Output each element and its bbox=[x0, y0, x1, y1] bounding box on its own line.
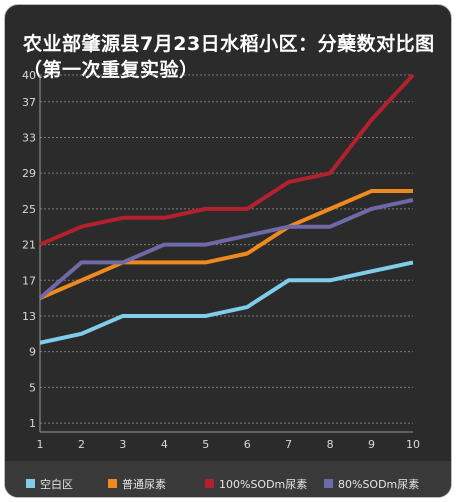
legend-label: 80%SODm尿素 bbox=[338, 478, 419, 491]
chart-frame: 农业部肇源县7月23日水稻小区：分蘖数对比图（第一次重复实验） bbox=[4, 4, 452, 498]
legend-bar bbox=[5, 461, 451, 497]
x-tick-label: 4 bbox=[161, 438, 168, 451]
y-tick-label: 1 bbox=[29, 417, 36, 430]
y-tick-label: 17 bbox=[22, 274, 36, 287]
chart-title: 农业部肇源县7月23日水稻小区：分蘖数对比图（第一次重复实验） bbox=[23, 33, 435, 81]
legend-swatch bbox=[108, 479, 117, 488]
x-tick-label: 10 bbox=[406, 438, 420, 451]
x-tick-label: 2 bbox=[78, 438, 85, 451]
y-tick-label: 13 bbox=[22, 310, 36, 323]
y-tick-label: 37 bbox=[22, 96, 36, 109]
x-tick-label: 1 bbox=[37, 438, 44, 451]
series-line bbox=[39, 73, 415, 247]
y-tick-label: 33 bbox=[22, 131, 36, 144]
x-tick-label: 9 bbox=[368, 438, 375, 451]
legend-swatch bbox=[26, 479, 35, 488]
y-tick-label: 9 bbox=[29, 346, 36, 359]
x-tick-label: 7 bbox=[285, 438, 292, 451]
legend-swatch bbox=[324, 479, 333, 488]
series-line bbox=[38, 197, 414, 300]
y-tick-label: 5 bbox=[29, 381, 36, 394]
y-tick-label: 40 bbox=[22, 69, 36, 82]
x-tick-label: 8 bbox=[327, 438, 334, 451]
legend-label: 空白区 bbox=[40, 477, 73, 491]
x-tick-label: 6 bbox=[244, 438, 251, 451]
series-line bbox=[39, 189, 413, 300]
x-tick-label: 3 bbox=[119, 438, 126, 451]
x-tick-label: 5 bbox=[202, 438, 209, 451]
y-tick-label: 29 bbox=[22, 167, 36, 180]
legend-swatch bbox=[205, 479, 214, 488]
legend-label: 100%SODm尿素 bbox=[219, 478, 307, 491]
legend-label: 普通尿素 bbox=[122, 477, 166, 491]
series-line bbox=[39, 260, 414, 345]
y-tick-label: 21 bbox=[22, 239, 36, 252]
y-tick-label: 25 bbox=[22, 203, 36, 216]
